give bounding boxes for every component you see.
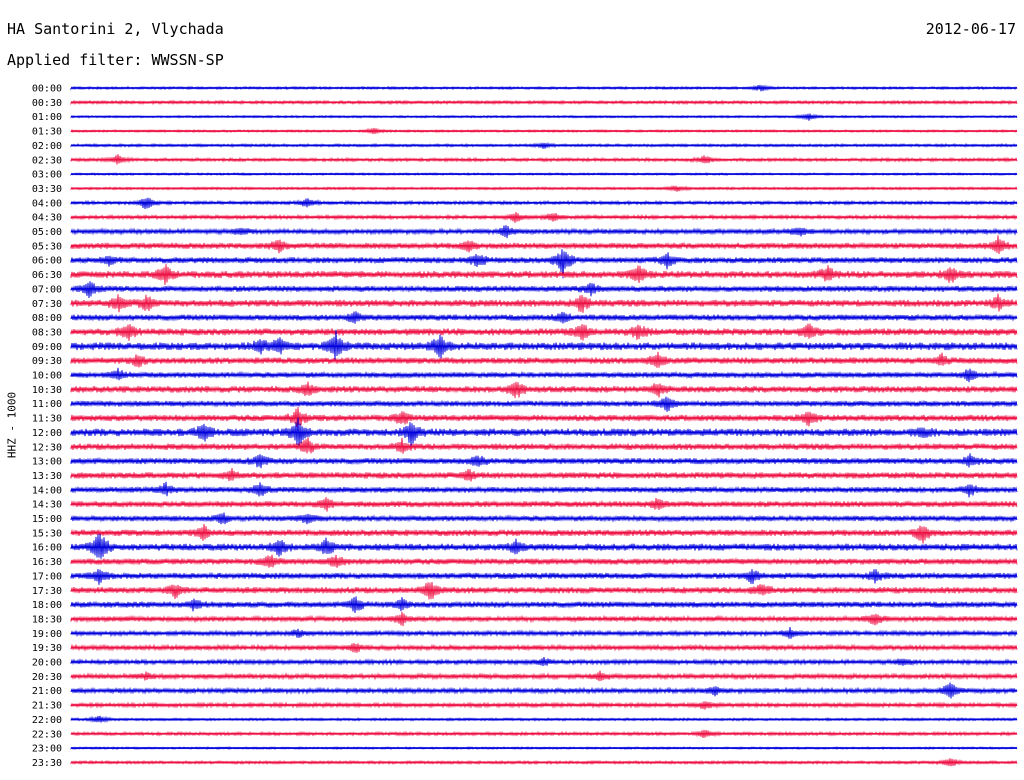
time-tick-label: 10:30 xyxy=(32,385,62,396)
time-tick-label: 00:30 xyxy=(32,98,62,109)
time-tick-label: 17:00 xyxy=(32,571,62,582)
time-tick-label: 03:00 xyxy=(32,170,62,181)
date-label: 2012-06-17 xyxy=(925,20,1016,38)
time-tick-label: 20:00 xyxy=(32,658,62,669)
time-tick-label: 11:30 xyxy=(32,414,62,425)
filter-label: Applied filter: WWSSN-SP xyxy=(7,51,224,69)
time-tick-label: 22:00 xyxy=(32,715,62,726)
time-tick-label: 01:30 xyxy=(32,127,62,138)
time-tick-label: 07:00 xyxy=(32,284,62,295)
time-tick-label: 16:00 xyxy=(32,543,62,554)
time-tick-label: 06:30 xyxy=(32,270,62,281)
time-tick-label: 13:30 xyxy=(32,471,62,482)
trace-1530 xyxy=(70,523,1018,544)
time-tick-label: 08:30 xyxy=(32,327,62,338)
time-tick-label: 23:30 xyxy=(32,758,62,769)
time-tick-label: 13:00 xyxy=(32,457,62,468)
time-tick-label: 04:30 xyxy=(32,213,62,224)
trace-1700 xyxy=(70,569,1018,585)
time-tick-label: 14:30 xyxy=(32,500,62,511)
time-tick-label: 21:00 xyxy=(32,686,62,697)
time-tick-label: 05:00 xyxy=(32,227,62,238)
time-tick-label: 09:30 xyxy=(32,356,62,367)
time-tick-label: 11:00 xyxy=(32,399,62,410)
time-tick-label: 04:00 xyxy=(32,198,62,209)
time-tick-label: 00:00 xyxy=(32,84,62,95)
time-tick-label: 08:00 xyxy=(32,313,62,324)
station-title: HA Santorini 2, Vlychada xyxy=(7,20,224,38)
time-tick-label: 19:30 xyxy=(32,643,62,654)
time-tick-label: 18:00 xyxy=(32,600,62,611)
time-tick-label: 22:30 xyxy=(32,729,62,740)
time-tick-label: 15:30 xyxy=(32,528,62,539)
time-tick-label: 06:00 xyxy=(32,256,62,267)
time-tick-label: 19:00 xyxy=(32,629,62,640)
trace-1130 xyxy=(70,406,1018,427)
time-tick-label: 02:00 xyxy=(32,141,62,152)
trace-0900 xyxy=(70,329,1018,360)
time-tick-label: 15:00 xyxy=(32,514,62,525)
time-tick-label: 12:00 xyxy=(32,428,62,439)
time-tick-label: 20:30 xyxy=(32,672,62,683)
time-tick-label: 18:30 xyxy=(32,614,62,625)
time-tick-label: 23:00 xyxy=(32,744,62,755)
time-tick-label: 16:30 xyxy=(32,557,62,568)
trace-1230 xyxy=(70,437,1018,454)
trace-1600 xyxy=(70,533,1018,559)
time-tick-label: 01:00 xyxy=(32,112,62,123)
time-tick-label: 21:30 xyxy=(32,701,62,712)
time-tick-label: 09:00 xyxy=(32,342,62,353)
time-tick-label: 14:00 xyxy=(32,485,62,496)
time-tick-label: 02:30 xyxy=(32,155,62,166)
time-tick-label: 12:30 xyxy=(32,442,62,453)
time-tick-label: 03:30 xyxy=(32,184,62,195)
time-tick-label: 17:30 xyxy=(32,586,62,597)
time-tick-label: 07:30 xyxy=(32,299,62,310)
time-tick-label: 10:00 xyxy=(32,371,62,382)
trace-0530 xyxy=(70,235,1018,255)
time-tick-label: 05:30 xyxy=(32,241,62,252)
